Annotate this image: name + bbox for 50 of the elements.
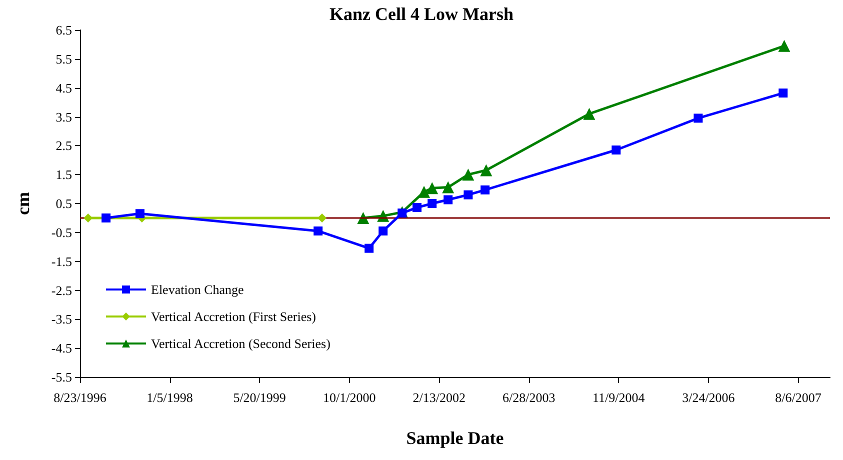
y-tick-label: 1.5 xyxy=(56,167,72,182)
x-tick-label: 8/6/2007 xyxy=(775,390,822,405)
y-tick-label: -2.5 xyxy=(51,282,72,298)
point xyxy=(314,226,323,236)
point xyxy=(464,190,473,200)
point xyxy=(480,164,492,176)
x-tick-label: 3/24/2006 xyxy=(682,390,736,405)
point xyxy=(444,195,453,204)
legend-label: Vertical Accretion (Second Series) xyxy=(151,336,330,351)
y-tick-label: 4.5 xyxy=(56,80,72,96)
point xyxy=(462,168,474,181)
point xyxy=(442,181,454,194)
x-axis-title: Sample Date xyxy=(406,428,504,448)
point xyxy=(778,88,788,98)
legend-label: Elevation Change xyxy=(151,282,244,297)
legend-label: Vertical Accretion (First Series) xyxy=(151,309,316,324)
point xyxy=(318,213,327,222)
point xyxy=(694,114,703,123)
y-tick-label: -1.5 xyxy=(51,254,72,269)
x-tick-label: 2/13/2002 xyxy=(412,390,466,405)
x-tick-label: 8/23/1996 xyxy=(54,390,107,405)
y-tick-label: 6.5 xyxy=(56,22,72,38)
y-tick-label: 3.5 xyxy=(56,109,72,124)
point xyxy=(612,146,621,155)
y-tick-label: 2.5 xyxy=(56,138,72,154)
chart-title: Kanz Cell 4 Low Marsh xyxy=(330,4,514,24)
point xyxy=(418,186,430,198)
point xyxy=(428,199,437,208)
y-tick-label: 0.5 xyxy=(56,196,72,211)
point xyxy=(102,213,111,222)
x-tick-label: 5/20/1999 xyxy=(233,390,286,405)
y-axis-title: cm xyxy=(13,192,33,215)
y-tick-label: -5.5 xyxy=(51,370,72,384)
y-tick-label: 5.5 xyxy=(56,51,72,66)
point xyxy=(412,203,422,212)
y-tick-label: -3.5 xyxy=(51,312,72,327)
point xyxy=(480,185,490,194)
x-tick-label: 1/5/1998 xyxy=(146,390,193,405)
point xyxy=(778,40,790,52)
point xyxy=(583,108,596,120)
point xyxy=(364,244,374,253)
x-tick-label: 6/28/2003 xyxy=(502,390,556,405)
point xyxy=(135,209,144,218)
y-tick-label: -0.5 xyxy=(51,224,72,240)
x-tick-label: 11/9/2004 xyxy=(592,390,646,405)
y-tick-label: -4.5 xyxy=(51,340,72,356)
point xyxy=(378,226,388,236)
point xyxy=(426,182,438,194)
x-tick-label: 10/1/2000 xyxy=(322,390,376,405)
point xyxy=(398,208,407,218)
